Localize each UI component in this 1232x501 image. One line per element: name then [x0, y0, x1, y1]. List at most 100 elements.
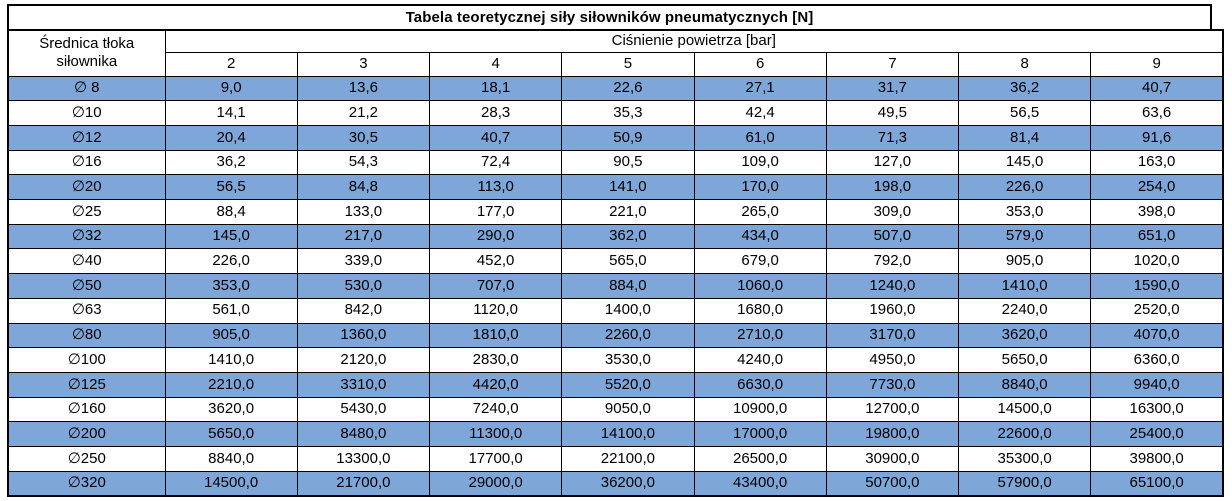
force-value-cell: 56,5 — [957, 100, 1092, 126]
table-row: ∅160 3620,0 5430,0 7240,0 9050,0 10900,0 12700… — [7, 396, 1224, 423]
table-row: ∅80 905,0 1360,0 1810,0 2260,0 2710,0 3170,0 36… — [7, 322, 1224, 349]
force-value-cell: 54,3 — [296, 149, 431, 176]
force-value-cell: 3620,0 — [957, 322, 1092, 349]
diameter-cell: ∅200 — [7, 421, 166, 448]
force-value-cell: 6630,0 — [693, 371, 827, 398]
force-value-cell: 20,4 — [164, 124, 298, 151]
force-value-cell: 65100,0 — [1090, 470, 1224, 497]
force-value-cell: 651,0 — [1090, 223, 1224, 250]
force-value-cell: 61,0 — [693, 124, 827, 151]
force-value-cell: 14,1 — [164, 100, 298, 126]
force-value-cell: 221,0 — [561, 199, 695, 225]
diameter-cell: ∅125 — [7, 371, 166, 398]
table-row: ∅12 20,4 30,5 40,7 50,9 61,0 71,3 81,4 91,6 — [7, 124, 1224, 151]
table-row: ∅25 88,4 133,0 177,0 221,0 265,0 309,0 353,0 398… — [7, 199, 1224, 225]
force-value-cell: 452,0 — [428, 248, 563, 275]
diameter-cell: ∅80 — [7, 322, 166, 349]
force-value-cell: 145,0 — [164, 223, 298, 250]
diameter-cell: ∅40 — [7, 248, 166, 275]
force-value-cell: 254,0 — [1090, 174, 1224, 201]
force-value-cell: 21700,0 — [296, 470, 431, 497]
force-value-cell: 127,0 — [825, 149, 960, 176]
diameter-cell: ∅12 — [7, 124, 166, 151]
force-value-cell: 8840,0 — [957, 371, 1092, 398]
force-value-cell: 226,0 — [957, 174, 1092, 201]
force-value-cell: 56,5 — [164, 174, 298, 201]
force-value-cell: 31,7 — [825, 75, 960, 102]
force-value-cell: 22,6 — [561, 75, 695, 102]
force-value-cell: 14100,0 — [561, 421, 695, 448]
force-value-cell: 1960,0 — [825, 297, 960, 324]
force-value-cell: 39800,0 — [1090, 446, 1224, 472]
force-value-cell: 40,7 — [1090, 75, 1224, 102]
force-value-cell: 3530,0 — [561, 347, 695, 373]
table-row: ∅250 8840,0 13300,0 17700,0 22100,0 26500,0 30… — [7, 446, 1224, 472]
force-value-cell: 5430,0 — [296, 396, 431, 423]
table-row: ∅100 1410,0 2120,0 2830,0 3530,0 4240,0 4950,0… — [7, 347, 1224, 373]
force-value-cell: 434,0 — [693, 223, 827, 250]
force-value-cell: 43400,0 — [693, 470, 827, 497]
force-value-cell: 36200,0 — [561, 470, 695, 497]
diameter-cell: ∅250 — [7, 446, 166, 472]
pressure-column-header: 7 — [825, 51, 960, 77]
pressure-column-header: 6 — [693, 51, 827, 77]
force-value-cell: 2260,0 — [561, 322, 695, 349]
force-value-cell: 11300,0 — [428, 421, 563, 448]
force-value-cell: 5520,0 — [561, 371, 695, 398]
diameter-cell: ∅10 — [7, 100, 166, 126]
force-value-cell: 3310,0 — [296, 371, 431, 398]
table-row: ∅ 8 9,0 13,6 18,1 22,6 27,1 31,7 36,2 40,7 — [7, 75, 1224, 102]
force-value-cell: 7730,0 — [825, 371, 960, 398]
force-value-cell: 57900,0 — [957, 470, 1092, 497]
force-value-cell: 177,0 — [428, 199, 563, 225]
pneumatic-force-table: Średnica tłoka siłownika Ciśnienie powie… — [7, 29, 1224, 497]
force-value-cell: 6360,0 — [1090, 347, 1224, 373]
diameter-cell: ∅ 8 — [7, 75, 166, 102]
pneumatic-force-table-document: Tabela teoretycznej siły siłowników pneu… — [7, 4, 1224, 497]
pressure-group-header: Ciśnienie powietrza [bar] — [164, 29, 1224, 53]
table-row: ∅125 2210,0 3310,0 4420,0 5520,0 6630,0 7730,0… — [7, 371, 1224, 398]
force-value-cell: 2210,0 — [164, 371, 298, 398]
force-value-cell: 398,0 — [1090, 199, 1224, 225]
force-value-cell: 2520,0 — [1090, 297, 1224, 324]
force-value-cell: 30,5 — [296, 124, 431, 151]
diameter-cell: ∅63 — [7, 297, 166, 324]
force-value-cell: 17000,0 — [693, 421, 827, 448]
force-value-cell: 198,0 — [825, 174, 960, 201]
force-value-cell: 1680,0 — [693, 297, 827, 324]
force-value-cell: 25400,0 — [1090, 421, 1224, 448]
force-value-cell: 2710,0 — [693, 322, 827, 349]
force-value-cell: 9,0 — [164, 75, 298, 102]
diameter-cell: ∅50 — [7, 273, 166, 299]
force-value-cell: 109,0 — [693, 149, 827, 176]
table-row: ∅63 561,0 842,0 1120,0 1400,0 1680,0 1960,0 224… — [7, 297, 1224, 324]
force-value-cell: 3620,0 — [164, 396, 298, 423]
pressure-column-header: 8 — [957, 51, 1092, 77]
table-row: ∅10 14,1 21,2 28,3 35,3 42,4 49,5 56,5 63,6 — [7, 100, 1224, 126]
force-value-cell: 28,3 — [428, 100, 563, 126]
force-value-cell: 1020,0 — [1090, 248, 1224, 275]
force-value-cell: 339,0 — [296, 248, 431, 275]
table-row: ∅320 14500,0 21700,0 29000,0 36200,0 43400,0 5… — [7, 470, 1224, 497]
force-value-cell: 265,0 — [693, 199, 827, 225]
force-value-cell: 353,0 — [164, 273, 298, 299]
force-value-cell: 561,0 — [164, 297, 298, 324]
force-value-cell: 5650,0 — [164, 421, 298, 448]
force-value-cell: 133,0 — [296, 199, 431, 225]
force-value-cell: 290,0 — [428, 223, 563, 250]
pressure-column-header: 2 — [164, 51, 298, 77]
pressure-column-header: 4 — [428, 51, 563, 77]
force-value-cell: 141,0 — [561, 174, 695, 201]
force-value-cell: 90,5 — [561, 149, 695, 176]
force-value-cell: 72,4 — [428, 149, 563, 176]
force-value-cell: 792,0 — [825, 248, 960, 275]
force-value-cell: 362,0 — [561, 223, 695, 250]
force-value-cell: 14500,0 — [957, 396, 1092, 423]
force-value-cell: 4240,0 — [693, 347, 827, 373]
force-value-cell: 26500,0 — [693, 446, 827, 472]
force-value-cell: 19800,0 — [825, 421, 960, 448]
diameter-cell: ∅32 — [7, 223, 166, 250]
force-value-cell: 36,2 — [957, 75, 1092, 102]
force-value-cell: 1410,0 — [164, 347, 298, 373]
